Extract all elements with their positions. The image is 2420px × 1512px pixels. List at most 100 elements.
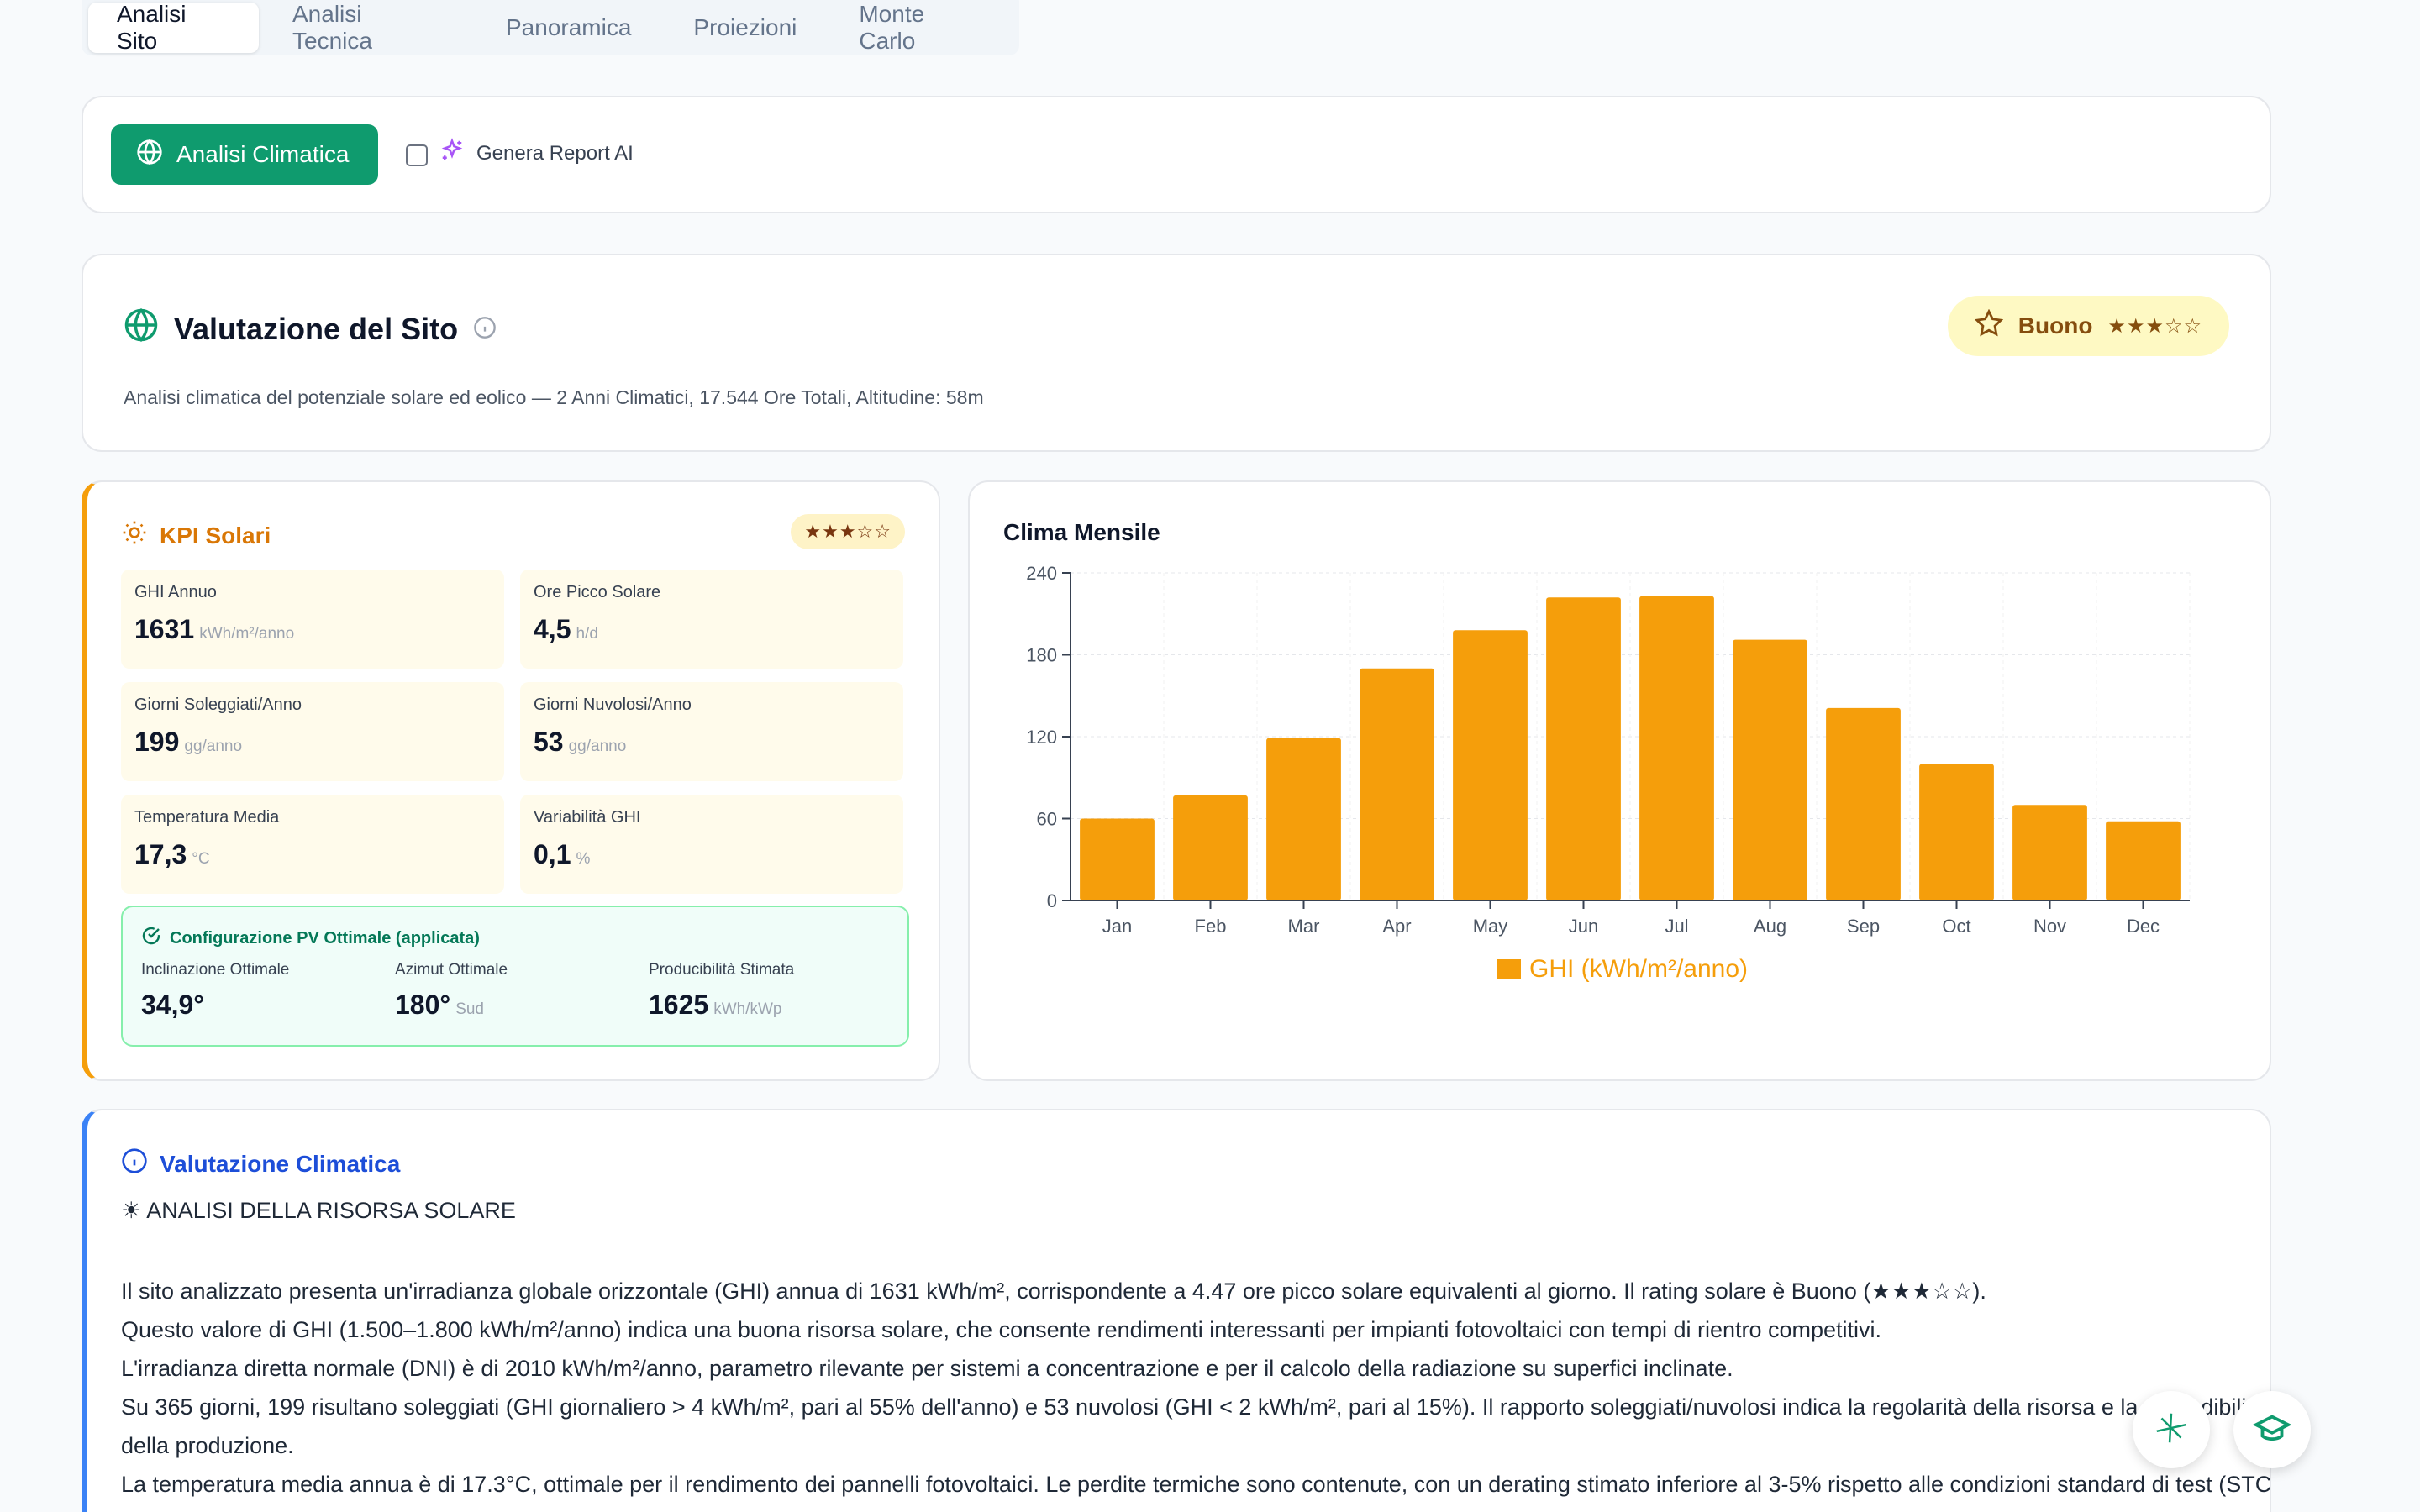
analisi-climatica-button[interactable]: Analisi Climatica (111, 124, 378, 185)
pv-azimut: Azimut Ottimale 180° Sud (395, 961, 508, 1021)
climate-paragraph: Il sito analizzato presenta un'irradianz… (121, 1278, 1986, 1304)
tab-bar: Analisi Sito Analisi Tecnica Panoramica … (82, 0, 1019, 55)
bar-aug (1733, 639, 1807, 900)
pv-label: Inclinazione Ottimale (141, 961, 290, 979)
x-tick-label: Dec (2127, 916, 2160, 937)
x-tick-label: Nov (2033, 916, 2066, 937)
kpi-tile-label: Variabilità GHI (534, 808, 641, 827)
x-tick-label: Apr (1382, 916, 1411, 937)
kpi-tile-label: Giorni Soleggiati/Anno (134, 696, 302, 714)
kpi-tile-value-row: 199 gg/anno (134, 727, 491, 758)
x-tick-label: Jun (1569, 916, 1598, 937)
pv-config-box: Configurazione PV Ottimale (applicata) I… (121, 906, 909, 1047)
tab-proiezioni[interactable]: Proiezioni (693, 14, 797, 40)
kpi-tile-value: 199 (134, 727, 180, 757)
kpi-tile-label: Temperatura Media (134, 808, 280, 827)
action-bar: Analisi Climatica Genera Report AI (82, 96, 2271, 213)
pv-unit: kWh/kWp (713, 1000, 782, 1018)
kpi-tile-giorni-soleggiati: Giorni Soleggiati/Anno 199 gg/anno (121, 682, 504, 781)
y-tick-label: 180 (1026, 645, 1057, 666)
kpi-tile-value-row: 53 gg/anno (534, 727, 890, 758)
pv-value-row: 1625 kWh/kWp (649, 990, 794, 1021)
climate-evaluation-card: Valutazione Climatica ☀ ANALISI DELLA RI… (82, 1109, 2271, 1512)
assistant-button[interactable] (2133, 1391, 2210, 1468)
climate-section-heading: ☀ ANALISI DELLA RISORSA SOLARE (121, 1198, 516, 1223)
kpi-tile-unit: kWh/m²/anno (199, 625, 295, 643)
x-tick-label: May (1473, 916, 1508, 937)
kpi-tile-value-row: 1631 kWh/m²/anno (134, 614, 491, 645)
globe-icon (124, 307, 159, 350)
tab-monte-carlo[interactable]: Monte Carlo (859, 1, 925, 54)
pv-value: 180° (395, 990, 451, 1020)
kpi-tile-unit: °C (192, 850, 210, 868)
kpi-tile-label: Giorni Nuvolosi/Anno (534, 696, 692, 714)
x-tick-label: Feb (1195, 916, 1227, 937)
chart-title: Clima Mensile (1003, 519, 1160, 545)
y-tick-label: 120 (1026, 727, 1057, 748)
kpi-tile-value-row: 17,3 °C (134, 839, 491, 870)
y-tick-label: 240 (1026, 566, 1057, 584)
sparkles-icon (439, 138, 465, 169)
pv-value-row: 180° Sud (395, 990, 508, 1021)
y-tick-label: 0 (1047, 890, 1057, 911)
kpi-tile-label: Ore Picco Solare (534, 583, 661, 601)
rating-stars: ★★★☆☆ (2107, 314, 2202, 338)
clima-mensile-chart: 0 60 120 180 240 Jan Feb Mar Apr May Jun Jul Aug Sep O… (1026, 566, 2191, 983)
kpi-solari-title: KPI Solari (160, 522, 271, 549)
climate-paragraph: Su 365 giorni, 199 risultano soleggiati … (121, 1394, 2265, 1458)
sun-icon (121, 519, 148, 552)
kpi-tile-unit: h/d (576, 625, 598, 643)
bar-jan (1080, 818, 1155, 900)
star-icon (1974, 308, 2003, 344)
kpi-tile-giorni-nuvolosi: Giorni Nuvolosi/Anno 53 gg/anno (520, 682, 903, 781)
pv-value: 1625 (649, 990, 709, 1020)
kpi-tile-temperatura-media: Temperatura Media 17,3 °C (121, 795, 504, 894)
x-tick-label: Mar (1288, 916, 1320, 937)
bar-jul (1639, 596, 1714, 900)
kpi-solari-card: KPI Solari ★★★☆☆ GHI Annuo 1631 kWh/m²/an… (82, 480, 940, 1081)
genera-report-checkbox[interactable] (406, 144, 428, 166)
bar-may (1453, 630, 1528, 900)
x-tick-label: Jan (1102, 916, 1132, 937)
info-icon[interactable] (473, 312, 497, 347)
analisi-climatica-label: Analisi Climatica (176, 141, 350, 167)
tab-analisi-tecnica[interactable]: Analisi Tecnica (292, 1, 372, 54)
bar-nov (2012, 805, 2087, 900)
globe-icon (136, 139, 163, 171)
kpi-tile-value: 0,1 (534, 839, 571, 869)
learning-button[interactable] (2233, 1391, 2311, 1468)
pv-producibilita: Producibilità Stimata 1625 kWh/kWp (649, 961, 794, 1021)
climate-text: Il sito analizzato presenta un'irradianz… (121, 1272, 2289, 1512)
x-tick-label: Oct (1942, 916, 1970, 937)
climate-paragraph: La temperatura media annua è di 17.3°C, … (121, 1472, 2272, 1512)
kpi-stars-badge: ★★★☆☆ (791, 514, 905, 549)
y-tick-label: 60 (1037, 809, 1057, 830)
pv-label: Azimut Ottimale (395, 961, 508, 979)
climate-evaluation-header: Valutazione Climatica (121, 1147, 400, 1180)
x-tick-label: Aug (1754, 916, 1786, 937)
kpi-tile-unit: % (576, 850, 591, 868)
tab-panoramica[interactable]: Panoramica (506, 14, 632, 40)
kpi-tile-value: 1631 (134, 614, 195, 644)
climate-paragraph: L'irradianza diretta normale (DNI) è di … (121, 1356, 1733, 1381)
kpi-tile-label: GHI Annuo (134, 583, 217, 601)
bar-mar (1266, 738, 1341, 900)
pv-config-title: Configurazione PV Ottimale (applicata) (170, 928, 480, 948)
tab-analisi-sito[interactable]: Analisi Sito (88, 1, 259, 54)
rating-badge: Buono ★★★☆☆ (1947, 296, 2229, 356)
kpi-tile-value: 17,3 (134, 839, 187, 869)
x-tick-label: Sep (1847, 916, 1880, 937)
legend-swatch (1497, 959, 1521, 979)
site-evaluation-card: Valutazione del Sito Analisi climatica d… (82, 254, 2271, 452)
check-circle-icon (141, 926, 161, 951)
kpi-tile-ore-picco: Ore Picco Solare 4,5 h/d (520, 570, 903, 669)
genera-report-toggle[interactable]: Genera Report AI (439, 138, 634, 169)
kpi-tile-ghi-annuo: GHI Annuo 1631 kWh/m²/anno (121, 570, 504, 669)
site-evaluation-subtitle: Analisi climatica del potenziale solare … (124, 386, 984, 408)
bar-jun (1546, 597, 1621, 900)
kpi-tile-value: 53 (534, 727, 564, 757)
pv-inclinazione: Inclinazione Ottimale 34,9° (141, 961, 289, 1021)
site-evaluation-title: Valutazione del Sito (174, 311, 459, 346)
pv-value-row: 34,9° (141, 990, 289, 1021)
x-tick-label: Jul (1665, 916, 1688, 937)
